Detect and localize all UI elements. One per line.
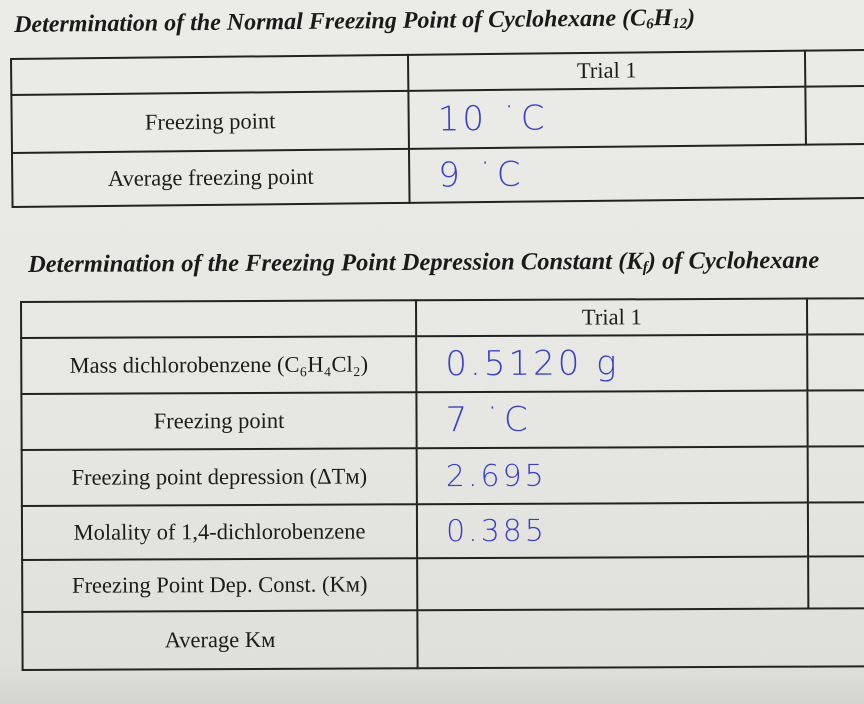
freezing-point-value[interactable]: 10 ˙C — [408, 86, 807, 149]
trial-1-header: Trial 1 — [416, 298, 808, 337]
row-label: Mass dichlorobenzene (C₆H₄Cl₂) — [21, 336, 417, 394]
trial-2-cell[interactable] — [807, 334, 864, 391]
table-row: Trial 1 — [21, 298, 864, 338]
trial-2-cell[interactable] — [808, 502, 864, 557]
row-label: Average freezing point — [11, 148, 410, 207]
average-kf-value[interactable] — [417, 608, 864, 669]
table1-title: Determination of the Normal Freezing Poi… — [14, 4, 696, 38]
trial-2-cell[interactable] — [807, 446, 864, 503]
average-freezing-point-value[interactable]: 9 ˙C — [409, 143, 864, 203]
header-empty-cell — [11, 54, 409, 95]
row-label: Freezing point — [21, 392, 417, 450]
freezing-point-table: Trial 1 Freezing point 10 ˙C Average fre… — [10, 49, 864, 208]
freezing-point-value[interactable]: 7 ˙C — [416, 390, 808, 449]
trial-2-header — [805, 49, 864, 87]
trial-2-cell[interactable] — [807, 390, 864, 447]
trial-2-header — [807, 298, 864, 335]
trial-2-cell[interactable] — [805, 85, 864, 145]
row-label: Freezing point depression (ΔTᴍ) — [21, 448, 417, 506]
row-label: Molality of 1,4-dichlorobenzene — [21, 504, 418, 560]
header-empty-cell — [21, 300, 417, 338]
trial-2-cell[interactable] — [808, 556, 864, 609]
table2-title: Determination of the Freezing Point Depr… — [28, 246, 820, 278]
trial-1-header: Trial 1 — [408, 50, 806, 91]
table-row: Freezing point 7 ˙C — [21, 390, 864, 450]
paper-shadow — [0, 664, 864, 704]
molality-value[interactable]: 0.385 — [416, 502, 809, 559]
depression-value[interactable]: 2.695 — [416, 446, 809, 505]
mass-value[interactable]: 0.5120 g — [416, 334, 808, 393]
row-label: Freezing point — [11, 90, 410, 153]
kf-value[interactable] — [417, 556, 809, 611]
table-row: Molality of 1,4-dichlorobenzene 0.385 — [21, 502, 864, 560]
table-row: Freezing Point Dep. Const. (Kᴍ) — [22, 556, 864, 612]
row-label: Freezing Point Dep. Const. (Kᴍ) — [22, 558, 418, 612]
table-row: Average freezing point 9 ˙C — [11, 143, 864, 207]
row-label: Average Kᴍ — [22, 610, 418, 670]
table-row: Mass dichlorobenzene (C₆H₄Cl₂) 0.5120 g — [21, 334, 864, 394]
table-row: Freezing point 10 ˙C — [11, 85, 864, 153]
kf-determination-table: Trial 1 Mass dichlorobenzene (C₆H₄Cl₂) 0… — [20, 297, 864, 671]
table-row: Average Kᴍ — [22, 608, 864, 670]
table-row: Freezing point depression (ΔTᴍ) 2.695 — [21, 446, 864, 506]
